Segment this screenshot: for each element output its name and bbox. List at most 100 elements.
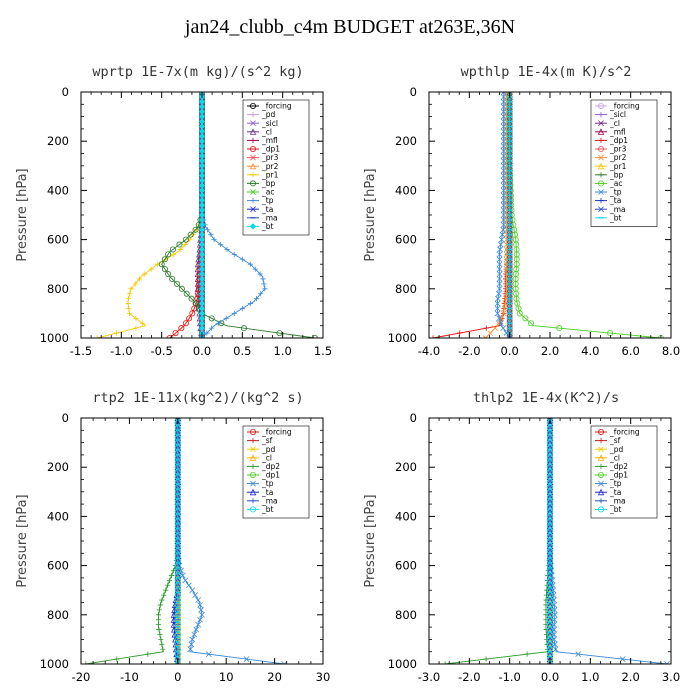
series-marker [156, 626, 162, 633]
series-marker [500, 108, 507, 115]
series-marker [161, 256, 168, 263]
series-marker [197, 616, 203, 623]
series-marker [500, 177, 507, 184]
series-marker [442, 661, 448, 664]
series-marker [502, 300, 509, 307]
series-marker [179, 572, 186, 579]
series-marker [159, 641, 165, 647]
legend-entry: _pd [247, 445, 276, 454]
legend-marker [598, 180, 605, 187]
series-marker [205, 651, 212, 658]
x-tick-label: -2.0 [458, 670, 480, 684]
series-marker [522, 315, 529, 322]
legend-entry: _ma [247, 496, 278, 505]
series-marker [223, 315, 229, 321]
x-tick-label: -1.0 [110, 344, 132, 358]
series-marker [125, 300, 131, 307]
series-marker [500, 94, 507, 100]
legend-label: _mfl [261, 136, 278, 145]
series-marker [552, 646, 559, 653]
legend-entry: _pr2 [247, 162, 279, 171]
series-bt [174, 418, 181, 664]
series-marker [487, 330, 494, 336]
series-marker [500, 325, 507, 332]
series-marker [500, 103, 507, 110]
plot-area [442, 418, 670, 664]
series-marker [500, 157, 507, 164]
legend-label: _sf [261, 436, 273, 445]
legend-marker [598, 103, 605, 110]
series-marker [551, 641, 558, 648]
series-marker [500, 197, 507, 204]
series-marker [500, 172, 507, 179]
legend-label: _dp1 [609, 471, 628, 480]
legend-label: _sicl [609, 110, 626, 119]
legend-entry: _pr2 [595, 153, 627, 162]
legend-label: _dp2 [609, 462, 628, 471]
x-tick-label: 0.0 [193, 344, 211, 358]
legend-entry: _cl [247, 127, 272, 136]
series-marker [199, 611, 205, 618]
series-marker [193, 626, 200, 633]
series-marker [497, 246, 503, 253]
legend: _forcing_pd_sicl_cl_mfl_dp1_pr3_pr2_pr1_… [242, 99, 310, 236]
series-marker [496, 285, 503, 292]
series-marker [496, 276, 503, 282]
panel-title: thlp2 1E-4x(K^2)/s [473, 390, 619, 406]
y-tick-label: 200 [47, 460, 69, 474]
series-marker [500, 202, 507, 209]
series-marker [260, 276, 266, 282]
x-tick-label: 1.5 [314, 344, 332, 358]
series-marker [239, 305, 245, 312]
series-marker [177, 246, 183, 253]
legend-label: _ma [609, 496, 626, 505]
y-tick-label: 0 [410, 85, 417, 99]
series-marker [500, 113, 507, 120]
legend-label: _pd [609, 445, 624, 454]
y-axis-label: Pressure [hPa] [363, 168, 378, 261]
legend-entry: _ta [595, 196, 621, 205]
legend-entry: _ma [595, 496, 626, 505]
legend-entry: _bt [595, 505, 622, 514]
x-tick-label: -10 [120, 670, 139, 684]
series-marker [126, 310, 132, 316]
legend-label: _pr1 [261, 170, 279, 179]
legend-entry: _ma [595, 205, 626, 214]
series-marker [195, 597, 202, 603]
series-marker [496, 266, 503, 273]
series-marker [178, 285, 185, 292]
legend-marker [250, 154, 256, 161]
series-marker [165, 251, 172, 258]
y-tick-label: 200 [395, 134, 417, 148]
series-marker [127, 291, 133, 297]
legend-box [590, 425, 658, 519]
series-marker [209, 325, 215, 331]
series-marker [500, 217, 507, 223]
series-marker [494, 305, 501, 312]
series-marker [191, 631, 198, 638]
series-marker [664, 661, 670, 664]
legend-entry: _pd [247, 110, 276, 119]
legend-marker [598, 438, 604, 444]
x-tick-label: -2.0 [458, 344, 480, 358]
series-marker [205, 227, 211, 233]
series-marker [83, 661, 89, 664]
legend-entry: _ma [247, 213, 278, 222]
series-marker [506, 335, 513, 338]
panel-2: wpthlp 1E-4x(m K)/s^2 Pressure [hPa] -4.0 -… [363, 64, 680, 358]
legend-label: _bp [609, 170, 624, 179]
legend-entry: _bt [247, 505, 274, 514]
series-marker [187, 646, 194, 653]
series-marker [500, 212, 507, 218]
series-line [432, 92, 511, 338]
legend-label: _pr1 [609, 162, 627, 171]
legend-entry: _pr3 [595, 145, 627, 154]
legend-entry: _sf [247, 436, 273, 445]
series-marker [495, 295, 501, 302]
series-marker [500, 98, 507, 105]
series-marker [500, 187, 507, 194]
series-marker [182, 320, 189, 327]
legend-marker [249, 145, 256, 152]
y-tick-label: 800 [395, 608, 417, 622]
legend-label: _cl [261, 127, 272, 136]
